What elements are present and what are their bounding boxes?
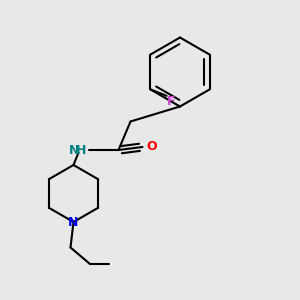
Text: H: H: [76, 143, 86, 157]
Text: O: O: [147, 140, 158, 154]
Text: N: N: [68, 215, 79, 229]
Text: F: F: [167, 95, 176, 108]
Text: N: N: [69, 143, 80, 157]
